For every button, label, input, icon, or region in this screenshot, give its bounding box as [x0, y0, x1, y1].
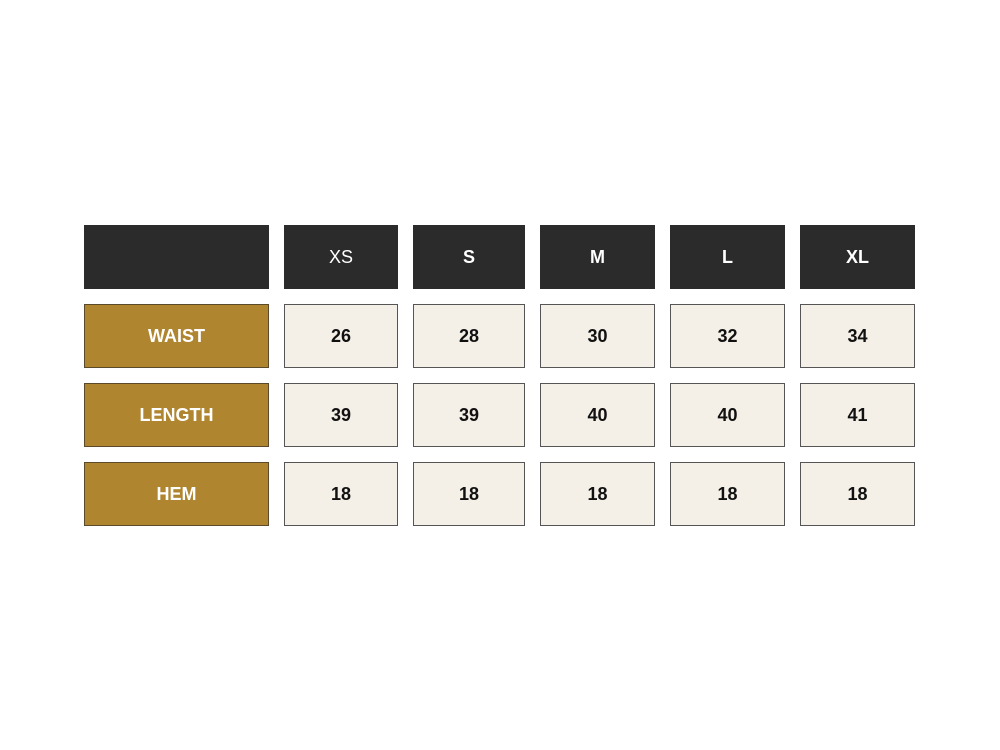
size-value: 28: [413, 304, 525, 368]
size-value: 39: [284, 383, 398, 447]
column-header: XL: [800, 225, 915, 289]
size-value: 18: [670, 462, 785, 526]
size-value: 18: [540, 462, 655, 526]
size-value: 40: [540, 383, 655, 447]
size-value: 39: [413, 383, 525, 447]
size-value: 34: [800, 304, 915, 368]
column-header: L: [670, 225, 785, 289]
corner-cell: [84, 225, 269, 289]
column-header: M: [540, 225, 655, 289]
size-value: 40: [670, 383, 785, 447]
size-value: 32: [670, 304, 785, 368]
row-label: WAIST: [84, 304, 269, 368]
column-header: XS: [284, 225, 398, 289]
column-header: S: [413, 225, 525, 289]
row-label: HEM: [84, 462, 269, 526]
size-value: 18: [800, 462, 915, 526]
size-value: 30: [540, 304, 655, 368]
size-value: 26: [284, 304, 398, 368]
size-value: 41: [800, 383, 915, 447]
row-label: LENGTH: [84, 383, 269, 447]
size-table: XS S M L XL WAIST 26 28 30 32 34 LENGTH 39 39 40 40 41 HE…: [84, 225, 915, 526]
size-value: 18: [284, 462, 398, 526]
size-value: 18: [413, 462, 525, 526]
